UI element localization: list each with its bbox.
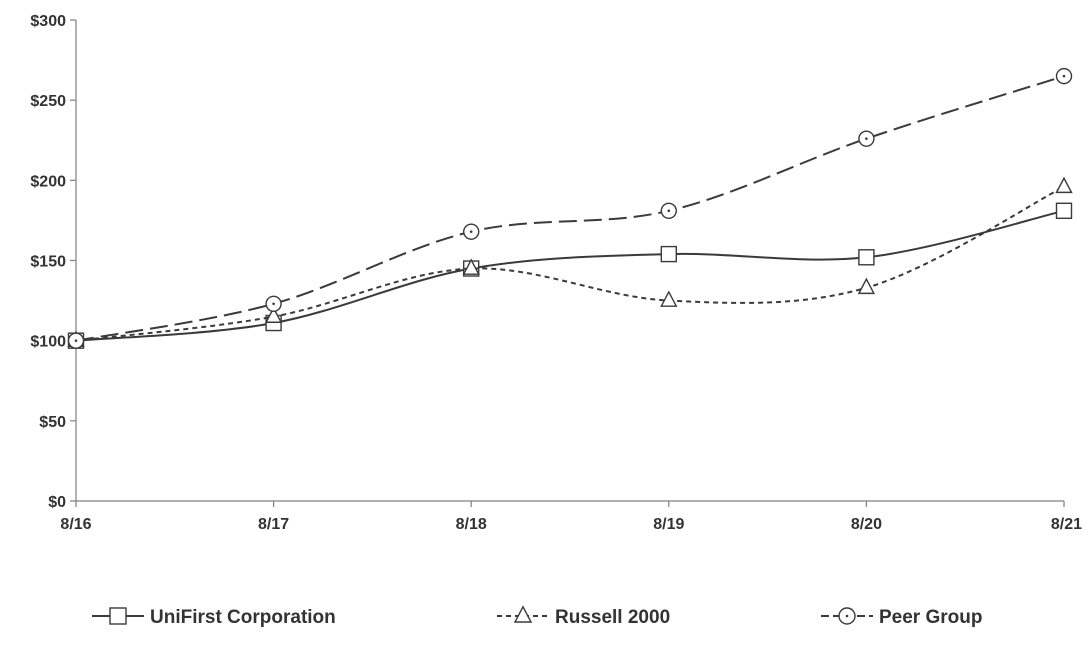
legend-item-square: UniFirst Corporation [92,607,336,628]
legend-marker-triangle [513,605,533,623]
data-point-square [660,245,677,263]
series-triangle [67,176,1073,347]
legend-label: Peer Group [879,607,982,628]
y-tick-label: $300 [30,13,66,30]
legend-item-circle: Peer Group [821,607,982,628]
legend-label: UniFirst Corporation [150,607,336,628]
y-tick-label: $250 [30,93,66,110]
x-tick-label: 8/17 [258,516,289,533]
axes: $0 $50 $100 $150 $200 $250 $300 8/16 8/17 8/18 8/1… [30,13,1082,533]
data-point-circle-dot [667,209,671,213]
series-line [75,185,1065,342]
legend-item-triangle: Russell 2000 [497,605,670,628]
series-line [75,75,1065,342]
legend-marker-circle-dot [845,614,849,618]
data-point-triangle [1055,176,1073,194]
data-point-triangle [264,306,283,323]
y-tick-label: $100 [30,334,66,351]
data-point-square [858,249,875,266]
data-point-triangle [660,290,678,307]
x-tick-label: 8/20 [851,516,882,533]
legend-label: Russell 2000 [555,607,670,628]
x-tick-label: 8/16 [60,516,91,533]
legend: UniFirst Corporation Russell 2000 Peer Gro… [92,605,982,628]
x-tick-label: 8/18 [456,516,487,533]
data-point-triangle [462,258,480,275]
series-layer [67,67,1073,349]
x-tick-label: 8/19 [653,516,684,533]
series-square [67,202,1073,349]
y-tick-label: $50 [39,414,66,431]
x-tick-label: 8/21 [1051,516,1082,533]
y-tick-label: $200 [30,173,66,190]
data-point-circle-dot [74,339,78,342]
data-point-triangle [857,277,876,295]
data-point-circle-dot [865,137,868,140]
y-tick-label: $150 [30,254,66,271]
y-tick-label: $0 [48,494,66,511]
data-point-circle-dot [272,302,275,306]
series-circle [67,67,1073,349]
data-point-square [1055,202,1073,219]
data-point-circle-dot [469,230,473,233]
legend-marker-square [109,607,127,625]
series-line [75,209,1065,342]
data-point-circle-dot [1062,74,1066,78]
